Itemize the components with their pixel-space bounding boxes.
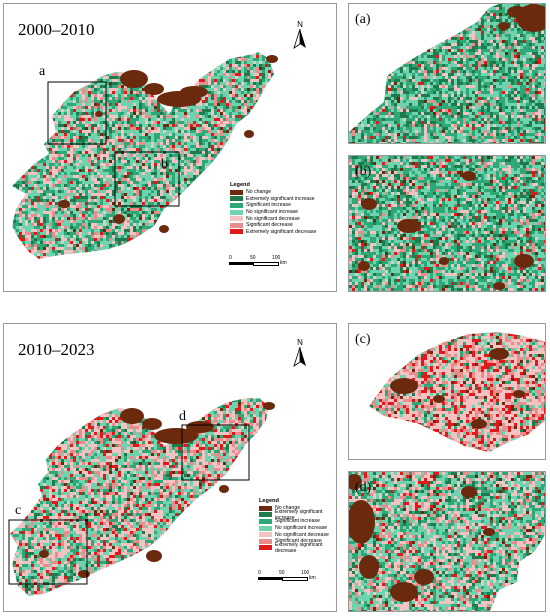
legend-item: Extremely significant decrease [230, 229, 316, 236]
legend-item: Significant decrease [230, 222, 316, 229]
inset-a-map [349, 4, 545, 143]
legend-swatch [259, 512, 272, 518]
legend-label: No significant increase [275, 525, 327, 531]
scale-tick-50: 50 [250, 255, 256, 261]
legend-item: No significant increase [230, 209, 316, 216]
legend-item: No significant decrease [230, 215, 316, 222]
legend-item: No significant decrease [259, 531, 336, 538]
legend-swatch [230, 209, 243, 215]
map-2010-2023 [8, 398, 275, 596]
legend-swatch [230, 202, 243, 208]
legend-swatch [259, 532, 272, 538]
inset-label: (a) [355, 12, 371, 28]
map-2000-2010 [12, 52, 278, 259]
legend-swatch [230, 216, 243, 222]
legend-label: No significant decrease [275, 532, 329, 538]
legend-item: No significant increase [259, 525, 336, 532]
legend-title: Legend [230, 182, 316, 188]
inset-d-map [349, 472, 545, 611]
legend-item: Extremely significant increase [259, 509, 336, 521]
box-label-b: b [161, 157, 168, 173]
legend-item: Extremely significant increase [230, 196, 316, 203]
scale-bar: 0 50 100 km [229, 255, 289, 269]
north-arrow-icon [293, 346, 306, 367]
scale-unit: km [280, 260, 287, 266]
legend: Legend No change Extremely significant in… [230, 182, 316, 235]
map-panel-2000-2010: 2000–2010 a b N Legend No change Extremel… [3, 3, 337, 292]
extent-box-a [47, 81, 107, 145]
north-arrow: N [290, 20, 310, 51]
legend-label: Extremely significant decrease [246, 229, 316, 235]
panel-title: 2000–2010 [18, 20, 95, 40]
extent-box-b [114, 151, 180, 207]
legend-label: Significant decrease [246, 222, 293, 228]
map-panel-2010-2023: 2010–2023 c d N Legend No change Extremel… [3, 323, 337, 612]
box-label-d: d [179, 409, 186, 425]
legend-label: Extremely significant decrease [275, 542, 336, 554]
legend: Legend No change Extremely significant in… [259, 498, 336, 554]
inset-b-map [349, 156, 545, 291]
legend-label: Significant decrease [275, 538, 322, 544]
scale-tick-0: 0 [258, 570, 261, 576]
legend-label: No significant increase [246, 209, 298, 215]
scale-tick-100: 100 [301, 570, 309, 576]
legend-label: No change [246, 189, 271, 195]
scale-bar: 0 50 100 km [258, 570, 318, 584]
inset-label: (c) [355, 332, 371, 348]
extent-box-d [181, 424, 250, 481]
legend-swatch [230, 229, 243, 235]
inset-b: (b) [348, 155, 546, 292]
north-arrow-icon [293, 28, 306, 49]
extent-box-c [8, 519, 88, 585]
legend-swatch [230, 196, 243, 202]
legend-swatch [230, 222, 243, 228]
legend-rows: No change Extremely significant increase S… [230, 189, 316, 235]
north-label: N [290, 20, 310, 29]
north-label: N [290, 338, 310, 347]
legend-label: Significant increase [275, 518, 320, 524]
north-arrow: N [290, 338, 310, 369]
legend-label: No significant decrease [246, 216, 300, 222]
legend-swatch [259, 545, 272, 551]
legend-item: Significant increase [230, 202, 316, 209]
scale-unit: km [309, 575, 316, 581]
legend-swatch [230, 189, 243, 195]
legend-label: No change [275, 505, 300, 511]
scale-tick-100: 100 [272, 255, 280, 261]
legend-item: Significant increase [259, 518, 336, 525]
legend-title: Legend [259, 498, 336, 504]
legend-label: Significant increase [246, 202, 291, 208]
box-label-c: c [15, 503, 21, 519]
panel-title: 2010–2023 [18, 340, 95, 360]
inset-d: (d) [348, 471, 546, 612]
legend-rows: No change Extremely significant increase S… [259, 505, 336, 554]
legend-label: Extremely significant increase [275, 509, 336, 521]
inset-c: (c) [348, 323, 546, 460]
box-label-a: a [39, 64, 45, 80]
legend-swatch [259, 505, 272, 511]
inset-c-map [369, 332, 545, 452]
legend-item: No change [259, 505, 336, 512]
legend-swatch [259, 525, 272, 531]
legend-label: Extremely significant increase [246, 196, 315, 202]
inset-label: (b) [355, 164, 371, 180]
legend-item: Significant decrease [259, 538, 336, 545]
legend-swatch [259, 518, 272, 524]
legend-item: Extremely significant decrease [259, 542, 336, 554]
inset-a: (a) [348, 3, 546, 144]
inset-label: (d) [355, 480, 371, 496]
scale-tick-0: 0 [229, 255, 232, 261]
legend-swatch [259, 538, 272, 544]
scale-tick-50: 50 [279, 570, 285, 576]
legend-item: No change [230, 189, 316, 196]
